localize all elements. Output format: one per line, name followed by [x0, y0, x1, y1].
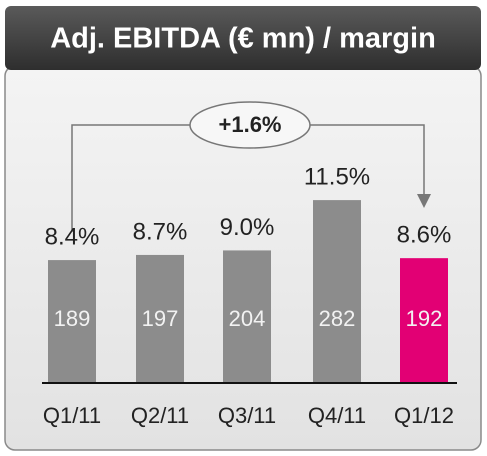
margin-label: 8.7%: [133, 218, 188, 245]
value-label: 189: [54, 306, 91, 331]
margin-label: 9.0%: [220, 214, 275, 241]
x-tick-label: Q1/12: [394, 403, 454, 428]
x-tick-label: Q1/11: [43, 403, 101, 428]
value-label: 197: [142, 306, 179, 331]
margin-label: 11.5%: [304, 163, 370, 190]
x-tick-label: Q3/11: [218, 403, 276, 428]
margin-label: 8.4%: [45, 223, 100, 250]
arrow-head: [417, 194, 431, 208]
x-tick-label: Q2/11: [131, 403, 189, 428]
bar: [400, 258, 448, 382]
value-label: 282: [319, 306, 356, 331]
x-tick-label: Q4/11: [308, 403, 366, 428]
header: [5, 6, 481, 70]
bar: [313, 200, 361, 382]
value-label: 192: [406, 306, 443, 331]
bar: [136, 254, 184, 382]
value-label: 204: [229, 306, 266, 331]
chart-title: Adj. EBITDA (€ mn) / margin: [50, 23, 436, 55]
bar: [48, 260, 96, 382]
annotation-oval: [189, 101, 311, 149]
annotation: +1.6%: [219, 112, 282, 137]
bar: [223, 250, 271, 382]
margin-label: 8.6%: [397, 222, 452, 249]
